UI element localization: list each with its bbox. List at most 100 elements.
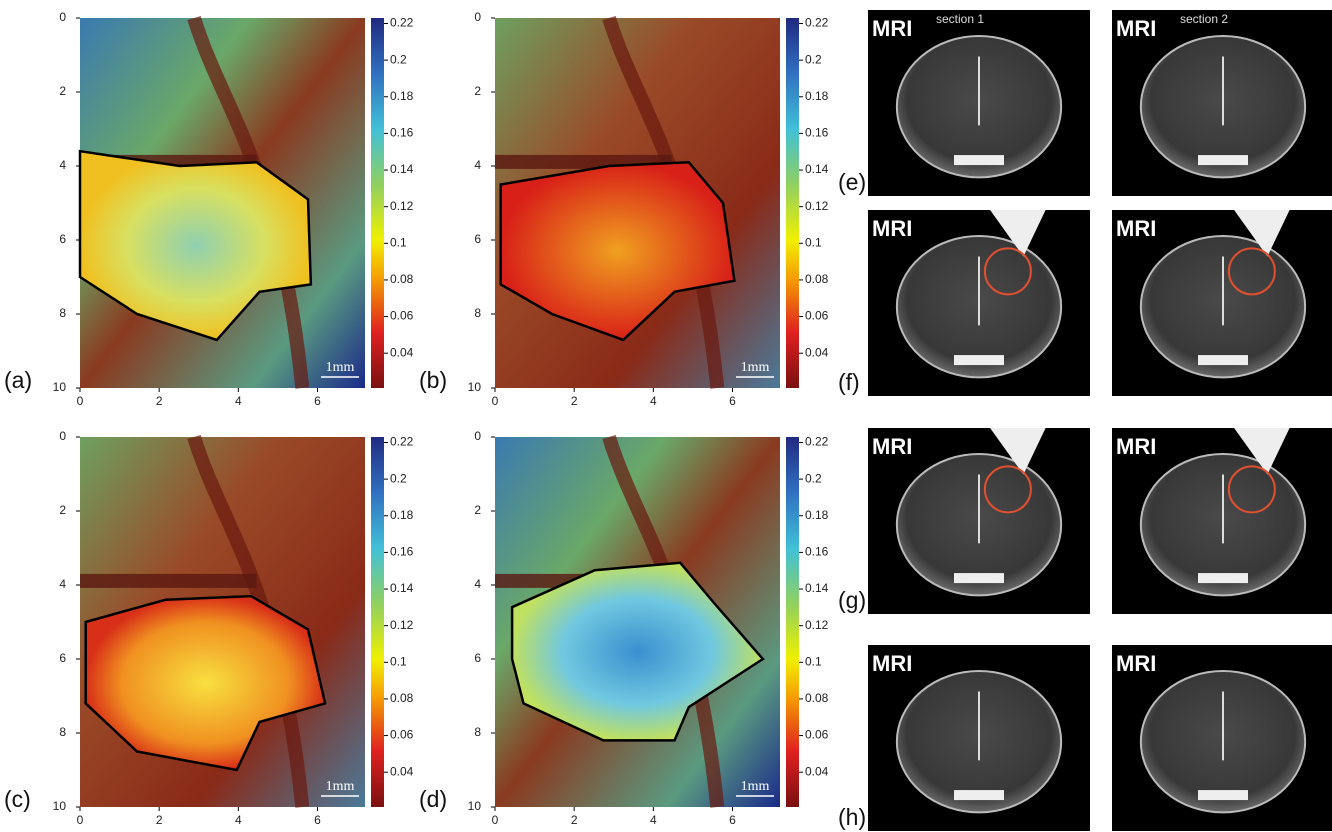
y-tick-label: 6 — [474, 651, 481, 665]
y-tick-label: 2 — [59, 84, 66, 98]
y-tick-label: 10 — [53, 799, 67, 813]
colorbar-tick-label: 0.12 — [390, 618, 414, 632]
brainstem — [1198, 355, 1248, 366]
y-tick-label: 10 — [53, 380, 67, 394]
colorbar-tick-label: 0.2 — [805, 471, 822, 485]
colorbar-tick-label: 0.06 — [805, 309, 829, 323]
colorbar-tick-label: 0.2 — [390, 52, 407, 66]
section-label: section 1 — [936, 12, 984, 26]
colorbar-tick-label: 0.14 — [390, 162, 414, 176]
colorbar — [786, 18, 799, 388]
colorbar-tick-label: 0.18 — [390, 89, 414, 103]
scale-bar-label: 1mm — [741, 779, 770, 794]
mri-tag: MRI — [872, 216, 912, 241]
mri-row: MRI MRI (f) — [838, 210, 1332, 396]
y-tick-label: 6 — [59, 232, 66, 246]
colorbar-tick-label: 0.08 — [805, 272, 829, 286]
vessel — [187, 15, 310, 389]
mri-tag: MRI — [1116, 651, 1156, 676]
brainstem — [954, 355, 1004, 366]
mri-tag: MRI — [872, 434, 912, 459]
x-tick-label: 4 — [235, 394, 242, 408]
lesion-circle — [1227, 247, 1276, 296]
craniotomy-outline — [499, 161, 736, 342]
colorbar-tick-label: 0.08 — [805, 691, 829, 705]
vessel — [187, 434, 310, 808]
vessel — [602, 15, 725, 389]
x-tick-label: 2 — [571, 394, 578, 408]
colorbar-tick-label: 0.16 — [390, 126, 414, 140]
y-tick-label: 0 — [474, 429, 481, 443]
colorbar-tick-label: 0.12 — [805, 618, 829, 632]
sinus — [80, 573, 257, 588]
craniotomy-outline — [78, 149, 313, 342]
y-tick-label: 2 — [59, 503, 66, 517]
y-tick-label: 8 — [59, 725, 66, 739]
colorbar-tick-label: 0.12 — [390, 199, 414, 213]
colorbar-tick-label: 0.14 — [805, 162, 829, 176]
colorbar-tick-label: 0.04 — [390, 345, 414, 359]
x-tick-label: 6 — [314, 394, 321, 408]
mri-tag: MRI — [1116, 16, 1156, 41]
y-tick-label: 4 — [474, 577, 481, 591]
y-tick-label: 10 — [468, 799, 482, 813]
y-tick-label: 10 — [468, 380, 482, 394]
colorbar-tick-label: 0.18 — [805, 89, 829, 103]
panel-label: (e) — [838, 169, 866, 195]
colorbar-tick-label: 0.12 — [805, 199, 829, 213]
scale-bar-label: 1mm — [326, 779, 355, 794]
y-tick-label: 4 — [59, 577, 66, 591]
mri-row: MRI MRI (h) — [838, 645, 1332, 831]
artifact — [1234, 210, 1290, 257]
colorbar — [371, 18, 384, 388]
y-tick-label: 0 — [59, 429, 66, 443]
panel-label: (g) — [838, 587, 866, 613]
panel-label: (d) — [419, 786, 447, 812]
panel-label: (h) — [838, 804, 866, 830]
y-tick-label: 4 — [474, 158, 481, 172]
brainstem — [1198, 573, 1248, 584]
colorbar-tick-label: 0.22 — [390, 435, 414, 449]
heatmap-panel: 0 2 4 6 0 2 4 6 8 10 0.04 0.06 0.08 0.1 0.12 0.14 0.16 0.… — [419, 10, 829, 408]
colorbar-tick-label: 0.22 — [805, 16, 829, 30]
mri-tag: MRI — [1116, 216, 1156, 241]
x-tick-label: 0 — [492, 394, 499, 408]
brainstem — [954, 573, 1004, 584]
y-tick-label: 0 — [59, 10, 66, 24]
panel-label: (f) — [838, 369, 860, 395]
lesion-circle — [1227, 465, 1276, 514]
mri-tag: MRI — [1116, 434, 1156, 459]
lesion-circle — [983, 465, 1032, 514]
craniotomy-outline — [84, 594, 327, 772]
heatmap-panel: 0 2 4 6 0 2 4 6 8 10 0.04 0.06 0.08 0.1 0.12 0.14 0.16 0.… — [4, 10, 414, 408]
colorbar-tick-label: 0.06 — [390, 728, 414, 742]
scale-bar-label: 1mm — [326, 360, 355, 375]
section-label: section 2 — [1180, 12, 1228, 26]
colorbar-tick-label: 0.1 — [390, 654, 407, 668]
colorbar-tick-label: 0.14 — [390, 581, 414, 595]
colorbar-tick-label: 0.04 — [805, 764, 829, 778]
colorbar-tick-label: 0.08 — [390, 272, 414, 286]
colorbar-tick-label: 0.1 — [805, 235, 822, 249]
scale-bar-label: 1mm — [741, 360, 770, 375]
colorbar-tick-label: 0.22 — [805, 435, 829, 449]
x-tick-label: 0 — [77, 813, 84, 827]
x-tick-label: 2 — [156, 394, 163, 408]
y-tick-label: 2 — [474, 503, 481, 517]
x-tick-label: 6 — [729, 813, 736, 827]
x-tick-label: 4 — [235, 813, 242, 827]
y-tick-label: 0 — [474, 10, 481, 24]
y-tick-label: 2 — [474, 84, 481, 98]
colorbar-tick-label: 0.1 — [805, 654, 822, 668]
colorbar-tick-label: 0.16 — [390, 545, 414, 559]
colorbar-tick-label: 0.18 — [805, 508, 829, 522]
colorbar-tick-label: 0.16 — [805, 126, 829, 140]
colorbar-tick-label: 0.1 — [390, 235, 407, 249]
colorbar-tick-label: 0.22 — [390, 16, 414, 30]
x-tick-label: 4 — [650, 813, 657, 827]
x-tick-label: 2 — [156, 813, 163, 827]
colorbar-tick-label: 0.2 — [805, 52, 822, 66]
colorbar — [371, 437, 384, 807]
colorbar-tick-label: 0.06 — [805, 728, 829, 742]
